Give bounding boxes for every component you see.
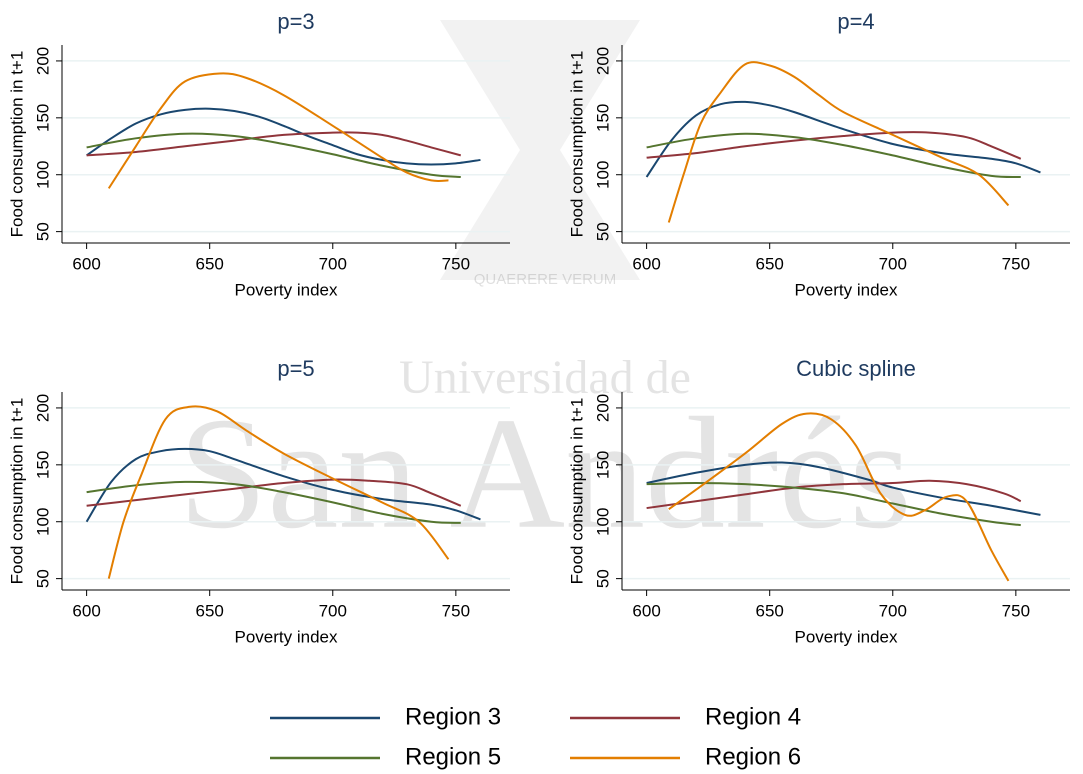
y-tick-label: 150	[33, 451, 52, 479]
series-line	[667, 61, 1010, 223]
legend-label: Region 4	[705, 703, 801, 730]
y-axis-label: Food consumption in t+1	[567, 398, 586, 585]
x-tick-label: 600	[632, 601, 660, 620]
x-tick-label: 650	[756, 254, 784, 273]
y-tick-label: 200	[593, 47, 612, 75]
chart-title: p=4	[837, 9, 874, 34]
y-tick-label: 50	[33, 569, 52, 588]
y-tick-label: 150	[593, 451, 612, 479]
legend-label: Region 6	[705, 743, 801, 770]
legend-label: Region 3	[405, 703, 501, 730]
y-axis-label: Food consumption in t+1	[7, 398, 26, 585]
watermark-line: Universidad de	[399, 351, 691, 404]
watermark-line: San Andrés	[178, 384, 911, 562]
x-tick-label: 650	[196, 254, 224, 273]
y-axis-label: Food consumption in t+1	[7, 51, 26, 238]
watermark-motto: QUAERERE VERUM	[474, 271, 617, 288]
chart-title: p=3	[277, 9, 314, 34]
watermark-crest	[440, 20, 640, 280]
x-tick-label: 600	[72, 254, 100, 273]
y-tick-label: 100	[593, 161, 612, 189]
series-line	[646, 479, 1022, 510]
x-axis-label: Poverty index	[795, 627, 898, 646]
chart-title: p=5	[277, 356, 314, 381]
y-tick-label: 100	[593, 508, 612, 536]
x-axis-label: Poverty index	[235, 280, 338, 299]
series-line	[646, 482, 1021, 527]
x-tick-label: 750	[1002, 601, 1030, 620]
series-line	[86, 478, 462, 507]
y-tick-label: 50	[593, 222, 612, 241]
y-axis-label: Food consumption in t+1	[567, 51, 586, 238]
series-line	[107, 72, 449, 189]
series-line	[107, 405, 450, 579]
y-tick-label: 150	[33, 104, 52, 132]
series-line	[86, 107, 481, 166]
x-tick-label: 600	[72, 601, 100, 620]
y-tick-label: 200	[33, 394, 52, 422]
x-tick-label: 700	[879, 254, 907, 273]
x-tick-label: 650	[756, 601, 784, 620]
series-line	[668, 412, 1010, 582]
x-tick-label: 700	[319, 254, 347, 273]
y-tick-label: 50	[33, 222, 52, 241]
x-tick-label: 750	[1002, 254, 1030, 273]
y-tick-label: 50	[593, 569, 612, 588]
x-tick-label: 750	[442, 601, 470, 620]
chart-title: Cubic spline	[796, 356, 916, 381]
y-tick-label: 200	[593, 394, 612, 422]
x-tick-label: 750	[442, 254, 470, 273]
y-tick-label: 200	[33, 47, 52, 75]
x-axis-label: Poverty index	[795, 280, 898, 299]
y-tick-label: 100	[33, 161, 52, 189]
series-line	[85, 447, 481, 523]
series-line	[645, 100, 1041, 178]
series-line	[86, 132, 461, 178]
series-line	[646, 131, 1022, 160]
series-line	[86, 131, 462, 157]
legend-label: Region 5	[405, 743, 501, 770]
x-axis-label: Poverty index	[235, 627, 338, 646]
y-tick-label: 100	[33, 508, 52, 536]
y-tick-label: 150	[593, 104, 612, 132]
x-tick-label: 650	[196, 601, 224, 620]
x-tick-label: 700	[319, 601, 347, 620]
x-tick-label: 700	[879, 601, 907, 620]
x-tick-label: 600	[632, 254, 660, 273]
